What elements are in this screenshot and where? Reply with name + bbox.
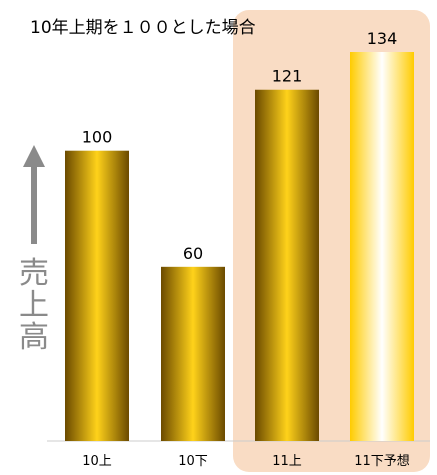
bar-11下予想 [350,52,414,441]
y-axis-label: 売 上 高 [19,256,49,355]
data-label: 121 [272,67,303,86]
y-axis-label-char: 高 [19,320,49,355]
y-axis-label-char: 売 [19,256,49,291]
x-tick-label: 11上 [272,454,302,469]
x-tick-label: 10下 [178,454,208,469]
bars-group: 100 10上 60 10下 121 11上 134 11下予想 [65,29,414,469]
bar-10上 [65,150,129,442]
x-tick-label: 11下予想 [354,453,410,469]
chart-title: 10年上期を１００とした場合 [30,18,256,38]
bar-10下 [161,266,225,441]
data-label: 134 [367,29,398,48]
x-tick-label: 10上 [82,454,112,469]
data-label: 100 [82,128,113,147]
y-axis-label-char: 上 [19,288,49,323]
bar-11上 [255,89,319,442]
up-arrow-icon [23,145,45,244]
data-label: 60 [183,244,203,263]
